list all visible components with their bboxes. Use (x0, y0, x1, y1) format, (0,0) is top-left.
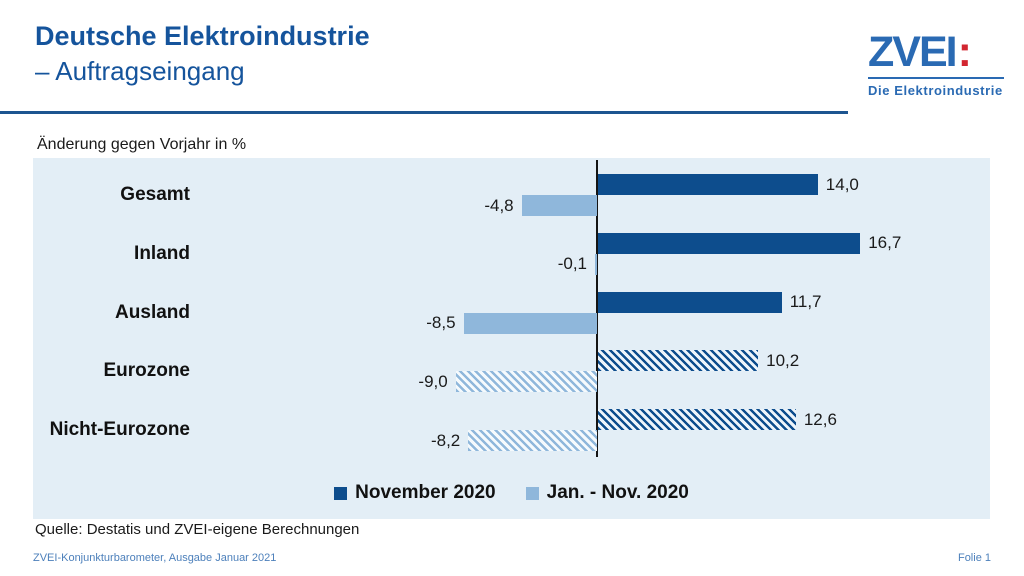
legend: November 2020 Jan. - Nov. 2020 (33, 482, 990, 504)
bar-november-eurozone (598, 350, 759, 372)
chart-caption: Änderung gegen Vorjahr in % (37, 136, 247, 153)
bar-november-inland (598, 232, 861, 254)
title-divider (0, 111, 848, 114)
footer-page-number: Folie 1 (957, 552, 991, 564)
bar-jan-nov-ausland (463, 312, 597, 334)
source-note: Quelle: Destatis und ZVEI-eigene Berechn… (35, 521, 360, 538)
bar-november-nicht-eurozone (598, 409, 796, 431)
footer-edition: ZVEI-Konjunkturbarometer, Ausgabe Januar… (33, 552, 277, 564)
logo-divider (868, 77, 1004, 79)
logo-tagline: Die Elektroindustrie (868, 83, 1003, 98)
value-label: -0,1 (557, 254, 587, 274)
bar-jan-nov-nicht-eurozone (468, 430, 597, 452)
bar-jan-nov-inland (595, 253, 597, 275)
value-label: 12,6 (803, 409, 837, 429)
value-label: 16,7 (868, 233, 902, 253)
category-label: Inland (134, 242, 190, 264)
bar-jan-nov-eurozone (455, 371, 597, 393)
logo-colon-icon: : (957, 28, 972, 76)
legend-item-november: November 2020 (334, 482, 496, 504)
logo-wordmark: ZVEI: (868, 28, 972, 76)
value-label: -4,8 (484, 195, 514, 215)
category-label: Nicht-Eurozone (49, 419, 190, 441)
zero-axis-line (596, 160, 598, 457)
bar-jan-nov-gesamt (521, 195, 597, 216)
chart-area: November 2020 Jan. - Nov. 2020 Gesamt 14,… (33, 158, 990, 519)
value-label: -8,2 (430, 430, 461, 450)
legend-swatch-november (334, 486, 348, 500)
value-label: 14,0 (825, 174, 859, 194)
slide-title: Deutsche Elektroindustrie – Auftragseing… (35, 20, 370, 87)
legend-label-november: November 2020 (355, 482, 496, 503)
value-label: 11,7 (789, 292, 822, 312)
bar-november-ausland (598, 291, 782, 313)
legend-label-jan-nov: Jan. - Nov. 2020 (546, 482, 689, 503)
legend-item-jan-nov: Jan. - Nov. 2020 (525, 482, 689, 504)
title-line2: – Auftragseingang (35, 56, 245, 86)
category-label: Eurozone (103, 360, 190, 382)
value-label: 10,2 (766, 350, 800, 370)
value-label: -8,5 (426, 313, 456, 333)
category-label: Gesamt (120, 184, 190, 205)
zvei-logo: ZVEI: Die Elektroindustrie (868, 30, 1008, 98)
legend-swatch-jan-nov (525, 486, 539, 500)
bar-november-gesamt (598, 174, 818, 195)
category-label: Ausland (115, 301, 190, 323)
title-line1: Deutsche Elektroindustrie (35, 21, 370, 51)
value-label: -9,0 (418, 371, 448, 391)
